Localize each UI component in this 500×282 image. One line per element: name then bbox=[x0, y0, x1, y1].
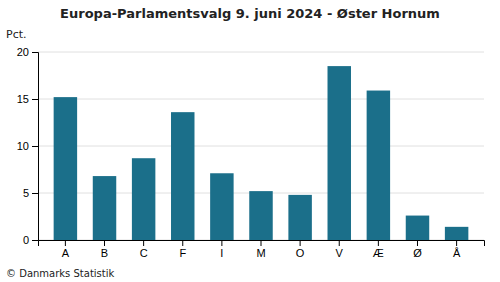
x-axis: ABCFIMOVÆØÅ bbox=[39, 240, 485, 259]
bar bbox=[54, 97, 77, 240]
tick-mark bbox=[182, 240, 183, 246]
tick-label: O bbox=[296, 247, 305, 259]
tick: 10 bbox=[17, 140, 38, 152]
grid-line bbox=[38, 146, 484, 147]
tick-mark bbox=[65, 240, 66, 246]
tick-mark bbox=[456, 240, 457, 246]
tick-label: 5 bbox=[23, 187, 29, 199]
tick-label: B bbox=[101, 247, 108, 259]
y-axis: 0 5 10 15 20 bbox=[17, 46, 39, 246]
tick-label: C bbox=[140, 247, 148, 259]
tick-mark bbox=[417, 240, 418, 246]
tick: Ø bbox=[413, 240, 422, 259]
bar bbox=[367, 91, 390, 240]
chart: Europa-Parlamentsvalg 9. juni 2024 - Øst… bbox=[0, 0, 500, 282]
tick: Æ bbox=[373, 240, 384, 259]
bar bbox=[328, 66, 351, 240]
tick: Å bbox=[453, 240, 461, 259]
tick-mark bbox=[339, 240, 340, 246]
tick-label: F bbox=[179, 247, 186, 259]
tick: O bbox=[296, 240, 305, 259]
tick-label: Æ bbox=[373, 247, 384, 259]
tick-mark bbox=[32, 146, 38, 147]
bar bbox=[445, 227, 468, 240]
tick-label: 10 bbox=[17, 140, 29, 152]
tick-mark bbox=[143, 240, 144, 246]
tick-label: Ø bbox=[413, 247, 422, 259]
tick-mark bbox=[32, 193, 38, 194]
tick: 20 bbox=[17, 46, 38, 58]
tick: 0 bbox=[23, 234, 38, 246]
tick: I bbox=[220, 240, 223, 259]
tick-mark bbox=[300, 240, 301, 246]
tick-mark bbox=[261, 240, 262, 246]
tick-label: 0 bbox=[23, 234, 29, 246]
tick-mark bbox=[378, 240, 379, 246]
tick-label: Å bbox=[453, 247, 461, 259]
tick: F bbox=[179, 240, 186, 259]
bars bbox=[54, 66, 469, 240]
grid bbox=[38, 52, 484, 240]
plot-area: A B C F I M O V Æ Ø Å 0 5 10 15 20 bbox=[17, 46, 485, 259]
tick: B bbox=[101, 240, 108, 259]
bar bbox=[171, 112, 194, 240]
tick-mark bbox=[32, 99, 38, 100]
tick-label: V bbox=[336, 247, 344, 259]
tick: 5 bbox=[23, 187, 38, 199]
bar bbox=[93, 176, 116, 240]
tick-label: 15 bbox=[17, 93, 29, 105]
bar bbox=[210, 173, 233, 240]
bar bbox=[249, 191, 272, 240]
tick-mark bbox=[32, 52, 38, 53]
axis-line bbox=[39, 241, 485, 247]
tick-mark bbox=[32, 240, 38, 241]
grid-line bbox=[38, 99, 484, 100]
tick: 15 bbox=[17, 93, 38, 105]
axis-line bbox=[32, 53, 39, 241]
tick: A bbox=[62, 240, 70, 259]
tick-label: M bbox=[256, 247, 265, 259]
bar bbox=[406, 216, 429, 240]
bar bbox=[288, 195, 311, 240]
bar bbox=[132, 158, 155, 240]
tick-label: A bbox=[62, 247, 70, 259]
tick-label: 20 bbox=[17, 46, 29, 58]
tick-mark bbox=[104, 240, 105, 246]
tick-mark bbox=[221, 240, 222, 246]
tick: M bbox=[256, 240, 265, 259]
grid-line bbox=[38, 52, 484, 53]
footer: © Danmarks Statistik bbox=[6, 268, 115, 279]
y-label: Pct. bbox=[6, 28, 27, 41]
tick-label: I bbox=[220, 247, 223, 259]
title: Europa-Parlamentsvalg 9. juni 2024 - Øst… bbox=[60, 6, 440, 21]
tick: V bbox=[336, 240, 344, 259]
tick: C bbox=[140, 240, 148, 259]
